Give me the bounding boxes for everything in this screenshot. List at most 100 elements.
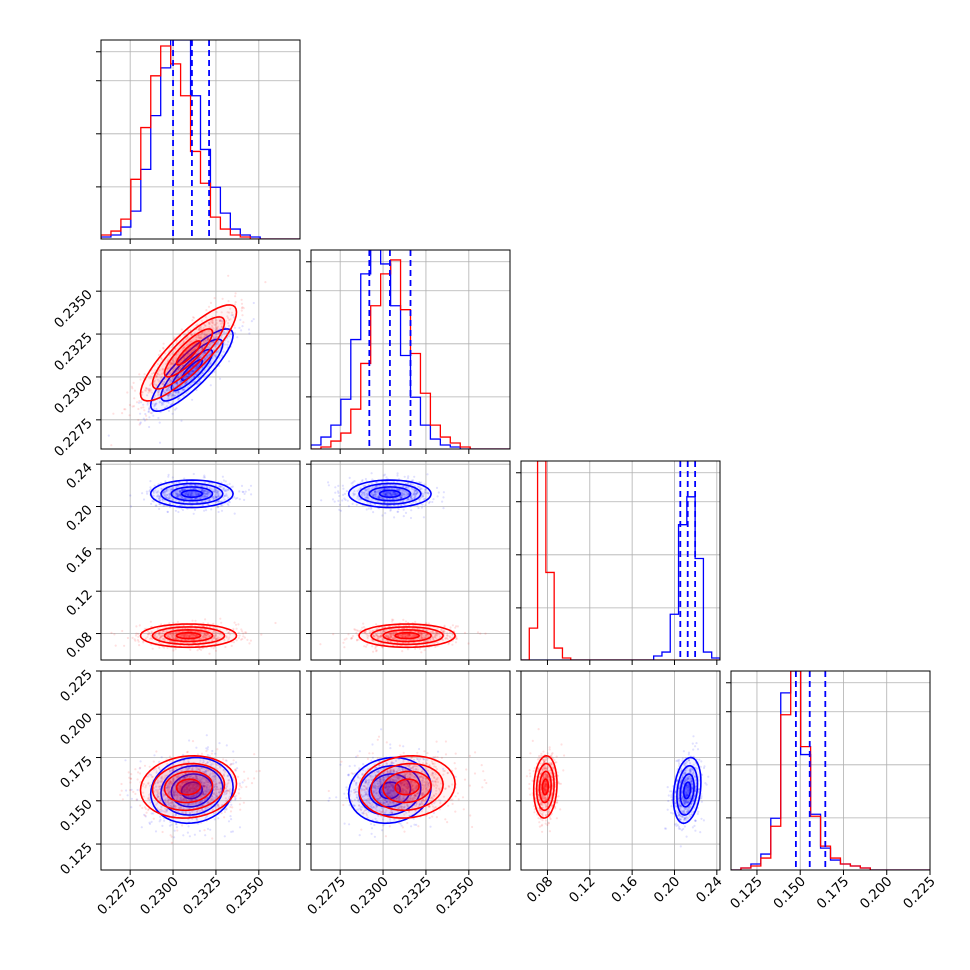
sample-point xyxy=(426,491,429,494)
sample-point xyxy=(159,635,162,639)
sample-point xyxy=(367,507,370,510)
sample-point xyxy=(419,632,422,635)
sample-point xyxy=(141,391,144,394)
sample-point xyxy=(230,803,233,806)
sample-point xyxy=(455,636,458,639)
sample-point xyxy=(171,488,174,491)
sample-point xyxy=(176,376,179,379)
sample-point xyxy=(238,326,241,329)
sample-point xyxy=(176,493,179,496)
sample-point xyxy=(188,635,191,639)
sample-point xyxy=(416,490,419,494)
sample-point xyxy=(236,336,239,339)
sample-point xyxy=(144,815,147,818)
sample-point xyxy=(173,641,176,644)
sample-point xyxy=(234,292,237,295)
sample-point xyxy=(424,634,428,637)
sample-point xyxy=(419,637,422,641)
sample-point xyxy=(405,633,408,636)
sample-point xyxy=(148,389,151,392)
sample-point xyxy=(174,635,177,638)
sample-point xyxy=(367,483,370,486)
sample-point xyxy=(177,494,180,497)
sample-point xyxy=(220,481,223,484)
sample-point xyxy=(353,480,356,483)
sample-point xyxy=(213,495,216,498)
sample-point xyxy=(372,510,375,514)
sample-point xyxy=(214,496,217,499)
sample-point xyxy=(163,819,166,822)
sample-point xyxy=(379,635,382,638)
sample-point xyxy=(156,378,159,381)
sample-point xyxy=(405,635,408,638)
sample-point xyxy=(140,406,143,409)
sample-point xyxy=(383,504,386,507)
sample-point xyxy=(182,497,185,500)
sample-point xyxy=(337,484,340,487)
sample-point xyxy=(393,493,396,496)
sample-point xyxy=(211,798,214,801)
sample-point xyxy=(212,647,215,650)
sample-point xyxy=(203,333,207,337)
sample-point xyxy=(204,489,207,493)
sample-point xyxy=(442,491,445,494)
sample-point xyxy=(130,788,133,791)
sample-point xyxy=(434,645,437,649)
sample-point xyxy=(128,403,131,407)
sample-point xyxy=(216,642,219,645)
sample-point xyxy=(227,504,230,507)
sample-point xyxy=(178,490,181,493)
sample-point xyxy=(160,358,163,361)
sample-point xyxy=(234,303,237,306)
sample-point xyxy=(154,394,157,397)
sample-point xyxy=(421,637,424,640)
sample-point xyxy=(429,638,432,641)
sample-point xyxy=(157,380,160,383)
sample-point xyxy=(241,314,244,317)
sample-point xyxy=(192,316,195,319)
sample-point xyxy=(213,323,216,326)
sample-point xyxy=(232,641,235,644)
sample-point xyxy=(372,634,375,637)
sample-point xyxy=(203,476,206,479)
sample-point xyxy=(213,635,216,638)
sample-point xyxy=(146,403,149,406)
sample-point xyxy=(174,495,177,498)
sample-point xyxy=(243,498,246,501)
sample-point xyxy=(227,340,230,343)
sample-point xyxy=(442,629,445,632)
sample-point xyxy=(175,489,179,492)
sample-point xyxy=(185,627,188,630)
sample-point xyxy=(157,497,160,500)
sample-point xyxy=(200,347,204,350)
sample-point xyxy=(202,476,205,479)
sample-point xyxy=(200,488,203,492)
sample-point xyxy=(426,473,429,476)
sample-point xyxy=(241,490,244,493)
sample-point xyxy=(411,483,414,486)
scatter-panel-2-1 xyxy=(100,249,301,450)
sample-point xyxy=(157,633,160,636)
sample-point xyxy=(424,497,427,500)
sample-point xyxy=(393,492,396,496)
sample-point xyxy=(156,795,159,799)
sample-point xyxy=(180,496,183,499)
sample-point xyxy=(215,327,218,330)
sample-point xyxy=(167,387,170,390)
sample-point xyxy=(377,496,381,500)
sample-point xyxy=(218,377,222,380)
sample-point xyxy=(204,494,207,498)
sample-point xyxy=(193,633,196,636)
sample-point xyxy=(202,340,205,343)
sample-point xyxy=(190,350,193,353)
sample-point xyxy=(391,493,394,496)
sample-point xyxy=(112,412,115,415)
sample-point xyxy=(143,409,146,412)
sample-point xyxy=(206,337,209,340)
sample-point xyxy=(197,491,200,494)
sample-point xyxy=(201,490,204,493)
sample-point xyxy=(380,634,383,637)
sample-point xyxy=(190,490,193,493)
sample-point xyxy=(199,484,202,488)
sample-point xyxy=(379,635,382,638)
